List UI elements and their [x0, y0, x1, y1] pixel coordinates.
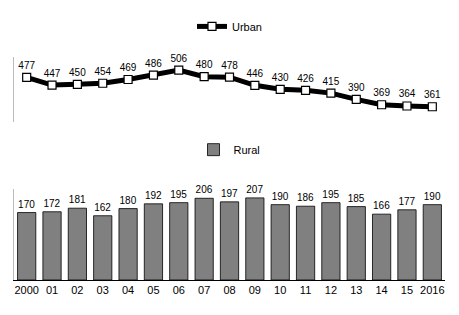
svg-text:02: 02	[71, 284, 83, 296]
svg-text:01: 01	[46, 284, 58, 296]
svg-text:478: 478	[221, 60, 238, 71]
svg-text:185: 185	[348, 193, 365, 204]
svg-text:162: 162	[94, 202, 111, 213]
svg-text:190: 190	[424, 191, 441, 202]
svg-text:06: 06	[173, 284, 185, 296]
svg-text:08: 08	[223, 284, 235, 296]
svg-text:181: 181	[69, 194, 86, 205]
svg-text:486: 486	[145, 58, 162, 69]
svg-text:447: 447	[44, 68, 61, 79]
svg-text:172: 172	[43, 198, 60, 209]
svg-text:480: 480	[196, 59, 213, 70]
svg-text:15: 15	[401, 284, 413, 296]
svg-text:197: 197	[221, 188, 238, 199]
svg-text:04: 04	[122, 284, 134, 296]
svg-text:190: 190	[272, 191, 289, 202]
svg-text:415: 415	[323, 76, 340, 87]
svg-text:07: 07	[198, 284, 210, 296]
svg-text:426: 426	[297, 73, 314, 84]
svg-text:12: 12	[325, 284, 337, 296]
svg-text:166: 166	[373, 200, 390, 211]
svg-text:170: 170	[18, 199, 35, 210]
svg-text:09: 09	[249, 284, 261, 296]
svg-text:364: 364	[399, 88, 416, 99]
svg-text:05: 05	[147, 284, 159, 296]
svg-text:390: 390	[348, 82, 365, 93]
svg-text:2016: 2016	[420, 284, 444, 296]
svg-text:2000: 2000	[14, 284, 38, 296]
svg-text:369: 369	[373, 87, 390, 98]
svg-text:361: 361	[424, 89, 441, 100]
svg-text:454: 454	[94, 66, 111, 77]
svg-text:195: 195	[170, 189, 187, 200]
svg-text:11: 11	[300, 284, 311, 296]
svg-text:Rural: Rural	[234, 144, 260, 156]
svg-text:469: 469	[120, 62, 137, 73]
svg-text:192: 192	[145, 190, 162, 201]
svg-text:180: 180	[120, 195, 137, 206]
svg-text:186: 186	[297, 192, 314, 203]
svg-text:Urban: Urban	[232, 21, 262, 33]
svg-text:206: 206	[196, 184, 213, 195]
svg-text:10: 10	[274, 284, 286, 296]
svg-text:14: 14	[375, 284, 387, 296]
svg-text:195: 195	[322, 189, 339, 200]
svg-text:506: 506	[170, 53, 187, 64]
svg-text:446: 446	[247, 68, 264, 79]
svg-text:207: 207	[246, 184, 263, 195]
svg-text:177: 177	[398, 196, 415, 207]
svg-text:477: 477	[18, 60, 35, 71]
svg-text:430: 430	[272, 72, 289, 83]
svg-text:450: 450	[69, 67, 86, 78]
svg-text:03: 03	[97, 284, 109, 296]
svg-text:13: 13	[350, 284, 362, 296]
